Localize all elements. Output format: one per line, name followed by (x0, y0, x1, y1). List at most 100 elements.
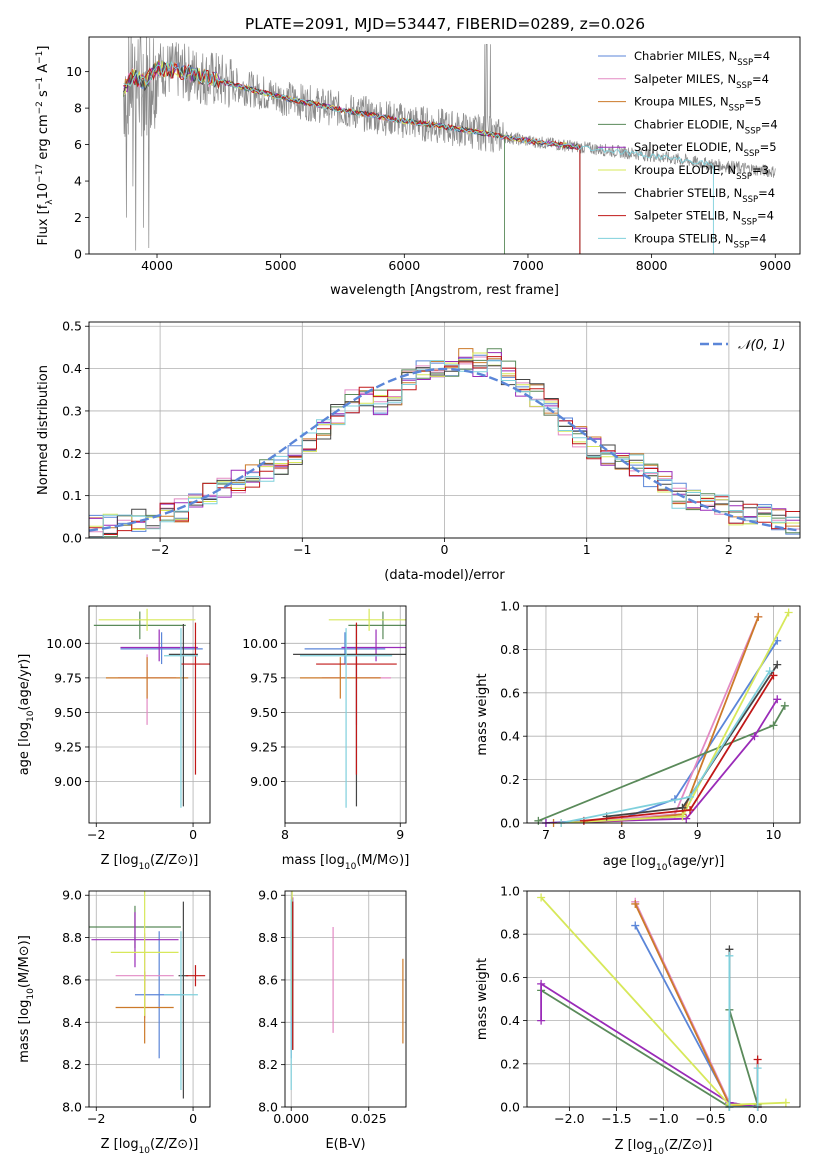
model-spectrum-line (123, 60, 714, 254)
x-axis-label-part: ⊙ (177, 853, 188, 868)
y-axis-label-part: −1 (35, 77, 45, 90)
model-spectrum-line (123, 60, 581, 254)
x-axis-label-part: ⊙ (691, 1138, 702, 1153)
mass-weight-marker (780, 701, 789, 710)
legend-entry: Chabrier ELODIE, NSSP=4 (634, 117, 778, 136)
x-tick-label: 0.025 (351, 1111, 387, 1126)
mass-weight-marker (765, 667, 774, 676)
y-tick-label: 8.8 (62, 930, 82, 945)
x-tick-label: −2 (151, 542, 169, 557)
mass-weight-line (634, 925, 758, 1107)
y-tick-label: 0.4 (62, 361, 82, 376)
y-tick-label: 9.25 (250, 739, 278, 754)
x-axis-label-part: (M/M (356, 853, 388, 868)
legend-entry-tail: =5 (760, 140, 777, 154)
mass-weight-marker (686, 792, 695, 801)
x-axis-label: age [log10(age/yr)] (603, 854, 725, 873)
legend-entry: Chabrier MILES, NSSP=4 (634, 49, 770, 68)
mass-weight-marker (753, 1064, 762, 1073)
x-tick-label: 7 (542, 827, 550, 842)
y-axis-label-part: −1 (35, 51, 45, 64)
mass-weight-line (561, 616, 760, 823)
legend-entry-text: Kroupa MILES, N (634, 95, 729, 109)
y-axis-label: Flux [fλ10−17 erg cm−2 s−1 A−1] (35, 46, 55, 246)
x-tick-label: −2 (87, 827, 105, 842)
age-vs-mass-plot: 8 9 9.00 9.25 9.50 9.75 10.00 mass [log10(M/M⊙)… (242, 605, 410, 872)
x-axis-label-part: 10 (345, 862, 357, 872)
mass-weight-marker (537, 1016, 546, 1025)
legend-entry-sub: SSP (741, 218, 757, 228)
y-axis-label-part: (age/yr)] (17, 654, 32, 711)
y-tick-label: 9.0 (62, 888, 82, 903)
legend-entry-tail: =4 (757, 209, 774, 223)
legend-entry-tail: =4 (752, 72, 769, 86)
y-axis-label: mass [log10(M/M⊙)] (17, 935, 36, 1063)
mass-weight-line (634, 901, 758, 1107)
x-axis-label: Z [log10(Z/Z⊙)] (101, 1137, 199, 1156)
y-tick-label: 0.2 (500, 772, 520, 787)
histogram-step-line (89, 360, 800, 538)
y-tick-label: 0.5 (62, 319, 82, 334)
x-tick-label: −0.5 (695, 1111, 725, 1126)
x-tick-label: 5000 (265, 258, 297, 273)
mass-weight-marker (631, 921, 640, 930)
legend-entry-text: Chabrier STELIB, N (634, 186, 742, 200)
mass-weight-marker (769, 721, 778, 730)
y-tick-label: 0.8 (500, 642, 520, 657)
legend-entry-sub: SSP (745, 126, 761, 136)
y-axis-label-part: ⊙ (17, 945, 32, 956)
legend-entry-sub: SSP (737, 58, 753, 68)
y-axis-label-part: s (36, 90, 51, 101)
x-axis-label-part: Z [log (615, 1138, 653, 1153)
y-tick-label: 10.00 (46, 636, 82, 651)
mass-weight-marker (537, 979, 546, 988)
x-tick-label: 8000 (636, 258, 668, 273)
x-tick-label: 10 (766, 827, 782, 842)
y-tick-label: 9.50 (250, 705, 278, 720)
y-tick-label: 1.0 (500, 884, 520, 899)
mass-weight-line (728, 955, 759, 1107)
y-axis-label-part: ] (36, 46, 51, 51)
legend-entry-tail: =4 (761, 117, 778, 131)
mass-weight-marker (769, 671, 778, 680)
y-tick-label: 8.6 (258, 972, 278, 987)
mass-vs-extinction-plot: 0.000 0.025 8.0 8.2 8.4 8.6 8.8 9.0 E(B-V) (258, 888, 407, 1152)
x-axis-label: mass [log10(M/M⊙)] (282, 853, 410, 872)
mass-weight-line (560, 670, 771, 823)
y-tick-label: 0.6 (500, 685, 520, 700)
y-tick-label: 9.75 (54, 670, 82, 685)
y-tick-label: 0.8 (500, 927, 520, 942)
x-tick-label: −1 (293, 542, 311, 557)
x-axis-label-part: 10 (653, 1147, 665, 1157)
x-tick-label: −2 (87, 1111, 105, 1126)
x-axis-label-part: 10 (139, 1146, 151, 1156)
x-tick-label: 9000 (759, 258, 791, 273)
y-axis-label: mass weight (475, 673, 490, 755)
mass-weight-line (728, 949, 758, 1107)
x-axis-label-part: Z [log (101, 1137, 139, 1152)
mass-weight-line (561, 612, 790, 823)
x-tick-label: 8 (618, 827, 626, 842)
legend-entry: Kroupa MILES, NSSP=5 (634, 95, 761, 114)
mass-weight-marker (678, 812, 687, 821)
model-spectrum-line (123, 62, 581, 254)
y-tick-label: 6 (74, 137, 82, 152)
model-spectrum-line (123, 62, 581, 254)
x-tick-label: 7000 (512, 258, 544, 273)
x-axis-label: Z [log10(Z/Z⊙)] (615, 1138, 713, 1157)
mass-weight-marker (537, 893, 546, 902)
x-axis-label-part: )] (188, 853, 198, 868)
mass-vs-metallicity-plot: −2 08.08.28.48.68.89.0Z [log10(Z/Z⊙)]mass… (17, 888, 211, 1156)
x-axis-label-part: age [log (603, 854, 656, 869)
mass-weight-line (545, 640, 779, 823)
legend-entry-text: Chabrier MILES, N (634, 49, 737, 63)
x-tick-label: −2.0 (554, 1111, 584, 1126)
axes-frame (526, 890, 801, 1108)
x-axis-label-part: (Z/Z (150, 1137, 177, 1152)
axes-frame (284, 605, 407, 824)
legend-entry-tail: =4 (749, 231, 766, 245)
x-tick-label: 9 (396, 827, 404, 842)
legend-entry-sub: SSP (729, 104, 745, 114)
y-tick-label: 9.75 (250, 670, 278, 685)
